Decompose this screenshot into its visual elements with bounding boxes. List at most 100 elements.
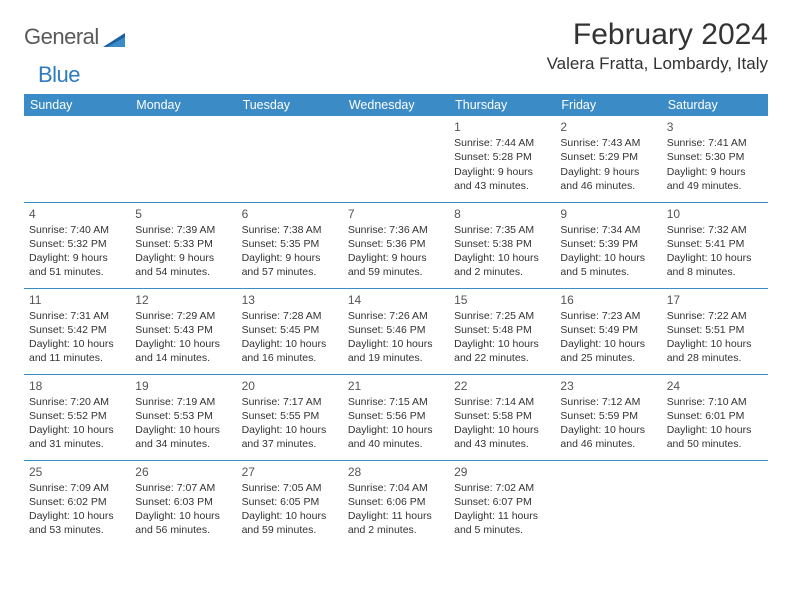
day-number: 29 <box>454 464 550 480</box>
day-number: 24 <box>667 378 763 394</box>
calendar-cell: 29Sunrise: 7:02 AMSunset: 6:07 PMDayligh… <box>449 460 555 546</box>
sunset-text: Sunset: 5:39 PM <box>560 237 656 251</box>
sunset-text: Sunset: 6:05 PM <box>242 495 338 509</box>
daylight-text: Daylight: 9 hours <box>348 251 444 265</box>
daylight-text: and 37 minutes. <box>242 437 338 451</box>
sunset-text: Sunset: 5:33 PM <box>135 237 231 251</box>
daylight-text: Daylight: 9 hours <box>454 165 550 179</box>
daylight-text: and 19 minutes. <box>348 351 444 365</box>
sunrise-text: Sunrise: 7:29 AM <box>135 309 231 323</box>
calendar-page: General February 2024 Valera Fratta, Lom… <box>0 0 792 546</box>
daylight-text: and 2 minutes. <box>454 265 550 279</box>
calendar-cell: 21Sunrise: 7:15 AMSunset: 5:56 PMDayligh… <box>343 374 449 460</box>
day-number: 17 <box>667 292 763 308</box>
calendar-cell: 15Sunrise: 7:25 AMSunset: 5:48 PMDayligh… <box>449 288 555 374</box>
sunrise-text: Sunrise: 7:38 AM <box>242 223 338 237</box>
sunset-text: Sunset: 6:07 PM <box>454 495 550 509</box>
daylight-text: and 43 minutes. <box>454 179 550 193</box>
calendar-cell: 13Sunrise: 7:28 AMSunset: 5:45 PMDayligh… <box>237 288 343 374</box>
day-number: 16 <box>560 292 656 308</box>
day-number: 8 <box>454 206 550 222</box>
daylight-text: and 40 minutes. <box>348 437 444 451</box>
calendar-cell: 18Sunrise: 7:20 AMSunset: 5:52 PMDayligh… <box>24 374 130 460</box>
daylight-text: and 14 minutes. <box>135 351 231 365</box>
day-number: 26 <box>135 464 231 480</box>
sunset-text: Sunset: 5:58 PM <box>454 409 550 423</box>
calendar-cell: 5Sunrise: 7:39 AMSunset: 5:33 PMDaylight… <box>130 202 236 288</box>
daylight-text: Daylight: 9 hours <box>242 251 338 265</box>
daylight-text: and 46 minutes. <box>560 437 656 451</box>
sunrise-text: Sunrise: 7:36 AM <box>348 223 444 237</box>
sunset-text: Sunset: 5:29 PM <box>560 150 656 164</box>
calendar-cell: 1Sunrise: 7:44 AMSunset: 5:28 PMDaylight… <box>449 116 555 202</box>
sunset-text: Sunset: 5:45 PM <box>242 323 338 337</box>
daylight-text: Daylight: 10 hours <box>135 337 231 351</box>
day-header: Friday <box>555 94 661 116</box>
sunset-text: Sunset: 6:06 PM <box>348 495 444 509</box>
sunset-text: Sunset: 5:55 PM <box>242 409 338 423</box>
daylight-text: Daylight: 9 hours <box>135 251 231 265</box>
day-number: 23 <box>560 378 656 394</box>
day-number: 4 <box>29 206 125 222</box>
sunset-text: Sunset: 5:42 PM <box>29 323 125 337</box>
month-title: February 2024 <box>547 18 768 52</box>
daylight-text: Daylight: 11 hours <box>348 509 444 523</box>
day-number: 20 <box>242 378 338 394</box>
calendar-cell-empty <box>555 460 661 546</box>
daylight-text: and 5 minutes. <box>560 265 656 279</box>
sunrise-text: Sunrise: 7:20 AM <box>29 395 125 409</box>
calendar-cell: 24Sunrise: 7:10 AMSunset: 6:01 PMDayligh… <box>662 374 768 460</box>
day-number: 9 <box>560 206 656 222</box>
brand-text-2: Blue <box>38 62 80 88</box>
sunrise-text: Sunrise: 7:19 AM <box>135 395 231 409</box>
sunrise-text: Sunrise: 7:39 AM <box>135 223 231 237</box>
sunset-text: Sunset: 5:32 PM <box>29 237 125 251</box>
day-number: 28 <box>348 464 444 480</box>
day-number: 22 <box>454 378 550 394</box>
calendar-cell: 8Sunrise: 7:35 AMSunset: 5:38 PMDaylight… <box>449 202 555 288</box>
sunrise-text: Sunrise: 7:44 AM <box>454 136 550 150</box>
calendar-row: 25Sunrise: 7:09 AMSunset: 6:02 PMDayligh… <box>24 460 768 546</box>
day-number: 6 <box>242 206 338 222</box>
daylight-text: and 2 minutes. <box>348 523 444 537</box>
sunrise-text: Sunrise: 7:31 AM <box>29 309 125 323</box>
daylight-text: and 53 minutes. <box>29 523 125 537</box>
daylight-text: and 54 minutes. <box>135 265 231 279</box>
sunset-text: Sunset: 5:43 PM <box>135 323 231 337</box>
sunset-text: Sunset: 5:28 PM <box>454 150 550 164</box>
calendar-cell-empty <box>24 116 130 202</box>
daylight-text: Daylight: 9 hours <box>560 165 656 179</box>
day-number: 12 <box>135 292 231 308</box>
calendar-cell: 25Sunrise: 7:09 AMSunset: 6:02 PMDayligh… <box>24 460 130 546</box>
sunrise-text: Sunrise: 7:43 AM <box>560 136 656 150</box>
calendar-cell: 2Sunrise: 7:43 AMSunset: 5:29 PMDaylight… <box>555 116 661 202</box>
daylight-text: and 51 minutes. <box>29 265 125 279</box>
daylight-text: Daylight: 10 hours <box>454 251 550 265</box>
calendar-cell-empty <box>237 116 343 202</box>
sunset-text: Sunset: 5:36 PM <box>348 237 444 251</box>
daylight-text: Daylight: 10 hours <box>348 423 444 437</box>
calendar-cell: 19Sunrise: 7:19 AMSunset: 5:53 PMDayligh… <box>130 374 236 460</box>
daylight-text: Daylight: 10 hours <box>454 423 550 437</box>
sunset-text: Sunset: 5:30 PM <box>667 150 763 164</box>
day-header-row: SundayMondayTuesdayWednesdayThursdayFrid… <box>24 94 768 116</box>
sunrise-text: Sunrise: 7:40 AM <box>29 223 125 237</box>
daylight-text: and 22 minutes. <box>454 351 550 365</box>
daylight-text: Daylight: 10 hours <box>348 337 444 351</box>
calendar-cell-empty <box>343 116 449 202</box>
day-number: 27 <box>242 464 338 480</box>
sunrise-text: Sunrise: 7:26 AM <box>348 309 444 323</box>
day-header: Thursday <box>449 94 555 116</box>
daylight-text: and 5 minutes. <box>454 523 550 537</box>
sunset-text: Sunset: 5:41 PM <box>667 237 763 251</box>
daylight-text: Daylight: 10 hours <box>242 337 338 351</box>
calendar-cell: 28Sunrise: 7:04 AMSunset: 6:06 PMDayligh… <box>343 460 449 546</box>
daylight-text: and 11 minutes. <box>29 351 125 365</box>
title-block: February 2024 Valera Fratta, Lombardy, I… <box>547 18 768 74</box>
brand-text-1: General <box>24 24 99 50</box>
day-number: 2 <box>560 119 656 135</box>
calendar-row: 11Sunrise: 7:31 AMSunset: 5:42 PMDayligh… <box>24 288 768 374</box>
daylight-text: Daylight: 10 hours <box>560 337 656 351</box>
calendar-row: 1Sunrise: 7:44 AMSunset: 5:28 PMDaylight… <box>24 116 768 202</box>
day-number: 15 <box>454 292 550 308</box>
